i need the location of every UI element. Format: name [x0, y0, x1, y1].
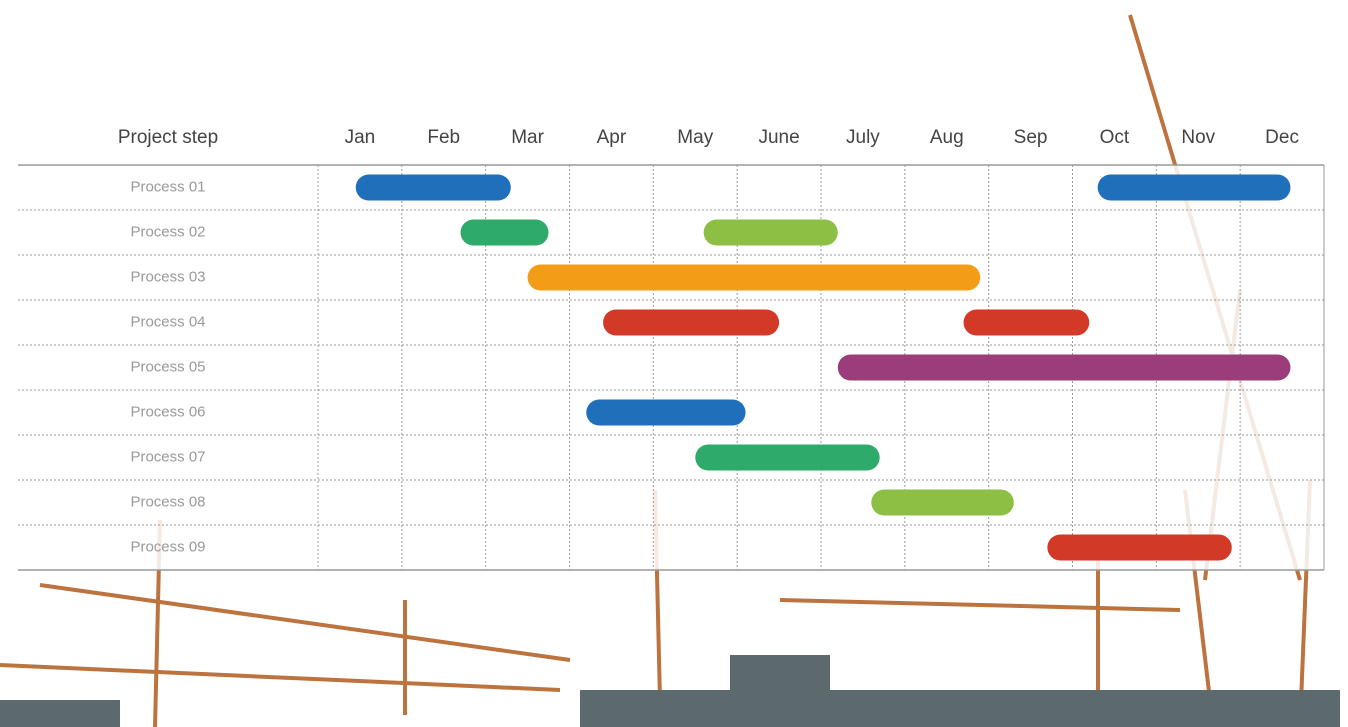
row-label: Process 03 [130, 268, 205, 285]
x-tick-label: Feb [427, 127, 460, 148]
gantt-bar [528, 265, 981, 291]
chart: Project step Jan Feb Mar Apr May June July Aug S… [0, 0, 1348, 727]
x-tick-label: Dec [1265, 127, 1299, 148]
gantt-bar [964, 310, 1090, 336]
row-label: Process 09 [130, 538, 205, 555]
gantt-bar [1098, 175, 1291, 201]
row-label: Process 04 [130, 313, 205, 330]
x-tick-label: Jan [345, 127, 376, 148]
gantt-bar [704, 220, 838, 246]
gantt-bar [461, 220, 549, 246]
x-tick-label: Sep [1014, 127, 1048, 148]
x-tick-label: Aug [930, 127, 964, 148]
gantt-bar [838, 355, 1291, 381]
row-label: Process 05 [130, 358, 205, 375]
x-tick-label: Apr [597, 127, 627, 148]
x-tick-label: June [758, 127, 799, 148]
x-tick-label: Nov [1181, 127, 1215, 148]
gantt-bar [695, 445, 879, 471]
x-tick-label: Oct [1100, 127, 1130, 148]
x-tick-label: May [677, 127, 713, 148]
row-label: Process 08 [130, 493, 205, 510]
gantt-bar [356, 175, 511, 201]
row-label: Process 01 [130, 178, 205, 195]
building [0, 655, 1340, 727]
row-label: Process 07 [130, 448, 205, 465]
row-label: Process 02 [130, 223, 205, 240]
x-tick-label: July [846, 127, 880, 148]
x-tick-label: Mar [511, 127, 544, 148]
gantt-bar [1047, 535, 1231, 561]
row-label: Process 06 [130, 403, 205, 420]
gantt-bar [603, 310, 779, 336]
row-header: Project step [118, 127, 218, 148]
gantt-bar [871, 490, 1014, 516]
gantt-bar [586, 400, 745, 426]
